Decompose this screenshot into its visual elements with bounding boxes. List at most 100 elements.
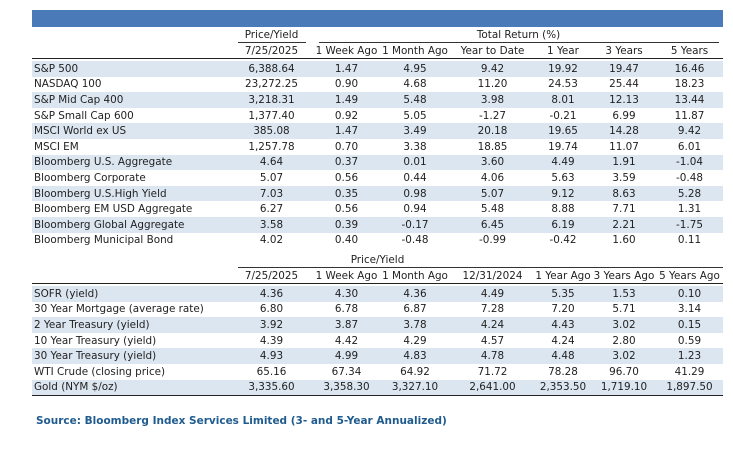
table-cell: 0.56	[334, 203, 359, 216]
table-row: Bloomberg Municipal Bond 4.02 0.40 -0.48…	[32, 233, 723, 249]
table-cell: 3,218.31	[248, 93, 295, 106]
column-header: 12/31/2024	[462, 269, 523, 282]
table-cell: 1.53	[612, 287, 636, 300]
table-cell: 41.29	[674, 365, 705, 378]
table-cell: 3.49	[403, 125, 427, 138]
table-cell: 0.15	[677, 318, 702, 331]
table-cell: 0.40	[334, 234, 359, 247]
table-cell: 0.56	[334, 171, 359, 184]
row-label: SOFR (yield)	[34, 287, 99, 300]
table-cell: 4.64	[259, 156, 284, 169]
table-cell: 5.48	[480, 203, 505, 216]
table-row: Bloomberg Corporate 5.07 0.56 0.44 4.06 …	[32, 170, 723, 186]
table-cell: 6.19	[551, 218, 575, 231]
table-row: 30 Year Mortgage (average rate) 6.80 6.7…	[32, 302, 723, 318]
column-header: 7/25/2025	[244, 269, 299, 282]
table-cell: 3.02	[612, 350, 636, 363]
table-cell: -0.42	[549, 234, 577, 247]
table-cell: 5.63	[551, 171, 575, 184]
table-cell: 3.60	[480, 156, 505, 169]
table-cell: -1.75	[676, 218, 703, 231]
table-cell: 20.18	[477, 125, 508, 138]
table-cell: 11.20	[477, 78, 508, 91]
table-cell: 18.85	[477, 140, 508, 153]
table-cell: 6.01	[677, 140, 702, 153]
table-cell: 3,335.60	[248, 381, 295, 394]
row-label: S&P Mid Cap 400	[34, 93, 124, 106]
column-header: 5 Years	[670, 44, 709, 57]
table-row: Bloomberg EM USD Aggregate 6.27 0.56 0.9…	[32, 201, 723, 217]
table-cell: 4.24	[480, 318, 505, 331]
table-cell: 3.92	[259, 318, 284, 331]
table-cell: 5.07	[480, 187, 505, 200]
table-cell: 0.10	[677, 287, 702, 300]
column-header: 1 Week Ago	[315, 269, 378, 282]
table-cell: 16.46	[674, 62, 705, 75]
price-yield-underline	[238, 42, 306, 43]
table-cell: 1.49	[334, 93, 359, 106]
table-cell: 1.31	[677, 203, 702, 216]
table-cell: 65.16	[256, 365, 287, 378]
table-row: S&P Small Cap 600 1,377.40 0.92 5.05 -1.…	[32, 108, 723, 124]
table-row: S&P Mid Cap 400 3,218.31 1.49 5.48 3.98 …	[32, 92, 723, 108]
table-cell: 4.78	[480, 350, 505, 363]
table-cell: 5.48	[403, 93, 427, 106]
total-return-heading: Total Return (%)	[476, 29, 561, 41]
table-cell: 6.45	[480, 218, 505, 231]
table-cell: 3.14	[677, 303, 702, 316]
row-label: MSCI EM	[34, 140, 79, 153]
table-cell: 13.44	[674, 93, 705, 106]
table-cell: 0.11	[677, 234, 702, 247]
rates-heading-underline	[238, 267, 723, 268]
table-row: Bloomberg Global Aggregate 3.58 0.39 -0.…	[32, 216, 723, 233]
table-cell: 4.83	[403, 350, 427, 363]
table-cell: 9.42	[677, 125, 702, 138]
source-note: Source: Bloomberg Index Services Limited…	[36, 415, 447, 427]
table-cell: 23,272.25	[245, 78, 298, 91]
column-header: Year to Date	[460, 44, 525, 57]
table-cell: 2.21	[612, 218, 636, 231]
row-label: WTI Crude (closing price)	[34, 365, 166, 378]
price-yield-heading: Price/Yield	[244, 29, 299, 41]
table-cell: 7.28	[480, 303, 505, 316]
table-cell: 96.70	[609, 365, 639, 378]
table-cell: 5.05	[403, 109, 427, 122]
table-cell: 4.49	[480, 287, 505, 300]
column-header: 1 Month Ago	[382, 269, 448, 282]
table-row: 30 Year Treasury (yield) 4.93 4.99 4.83 …	[32, 348, 723, 364]
table-cell: -1.27	[479, 109, 506, 122]
table-cell: 4.68	[403, 78, 427, 91]
table-cell: 5.35	[551, 287, 575, 300]
table-row: Gold (NYM $/oz) 3,335.60 3,358.30 3,327.…	[32, 379, 723, 396]
table-cell: 8.01	[551, 93, 575, 106]
table-cell: 8.88	[551, 203, 575, 216]
table-cell: 6.87	[403, 303, 427, 316]
table-cell: 0.59	[677, 334, 702, 347]
table-cell: 7.71	[612, 203, 636, 216]
table-cell: 4.29	[403, 334, 427, 347]
column-header-row: 7/25/2025 1 Week Ago 1 Month Ago Year to…	[32, 43, 723, 59]
table-cell: 67.34	[331, 365, 362, 378]
rates-price-yield-heading: Price/Yield	[350, 254, 405, 266]
table-cell: 0.90	[334, 78, 359, 91]
rates-group-row: Price/Yield	[32, 253, 723, 268]
table-cell: 0.92	[334, 109, 359, 122]
row-label: Bloomberg EM USD Aggregate	[34, 203, 193, 216]
table-row: NASDAQ 100 23,272.25 0.90 4.68 11.20 24.…	[32, 77, 723, 93]
table-cell: 4.93	[259, 350, 284, 363]
table-cell: -0.21	[549, 109, 577, 122]
equities-table: S&P 500 6,388.64 1.47 4.95 9.42 19.92 19…	[32, 61, 723, 248]
table-cell: 4.36	[403, 287, 427, 300]
table-row: MSCI World ex US 385.08 1.47 3.49 20.18 …	[32, 123, 723, 139]
row-label: Gold (NYM $/oz)	[34, 381, 118, 394]
table-cell: 19.92	[548, 62, 578, 75]
table-cell: -0.17	[401, 218, 429, 231]
table-cell: 4.36	[259, 287, 284, 300]
table-cell: 6.78	[334, 303, 359, 316]
table-cell: 3.87	[334, 318, 359, 331]
table-cell: 1,719.10	[600, 381, 648, 394]
table-cell: 3.38	[403, 140, 427, 153]
table-cell: 64.92	[400, 365, 430, 378]
table-cell: 14.28	[609, 125, 639, 138]
table-row: MSCI EM 1,257.78 0.70 3.38 18.85 19.74 1…	[32, 139, 723, 155]
